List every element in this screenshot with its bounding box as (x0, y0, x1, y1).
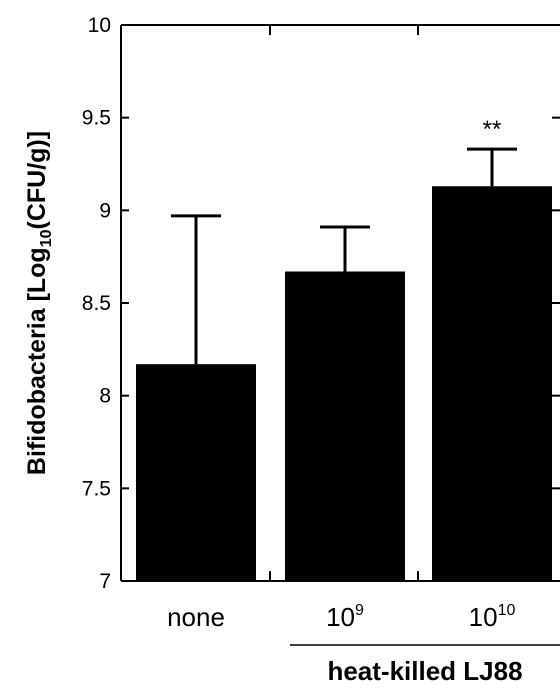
annotations: ** (483, 116, 502, 143)
y-axis-ticks: 7 7.5 8 8.5 9 9.5 10 (82, 14, 560, 593)
y-tick-label: 9 (99, 199, 111, 222)
y-tick-label: 10 (88, 14, 111, 37)
group-label: heat-killed LJ88 (327, 656, 522, 686)
y-tick-label: 7 (99, 570, 111, 593)
x-category-label: 109 (326, 602, 364, 632)
bar (432, 186, 552, 582)
significance-marker: ** (483, 116, 502, 143)
x-axis-labels: none 109 1010 (167, 602, 515, 632)
bar (285, 271, 405, 581)
x-category-label: none (167, 602, 225, 632)
error-bars (171, 147, 517, 365)
y-tick-label: 9.5 (82, 107, 111, 130)
bars (136, 186, 552, 582)
bar (136, 364, 256, 581)
y-tick-label: 8 (99, 385, 111, 408)
x-category-label: 1010 (469, 602, 516, 632)
y-tick-label: 7.5 (82, 477, 111, 500)
y-axis-label: Bifidobacteria [Log10(CFU/g)] (23, 131, 55, 475)
y-tick-label: 8.5 (82, 292, 111, 315)
